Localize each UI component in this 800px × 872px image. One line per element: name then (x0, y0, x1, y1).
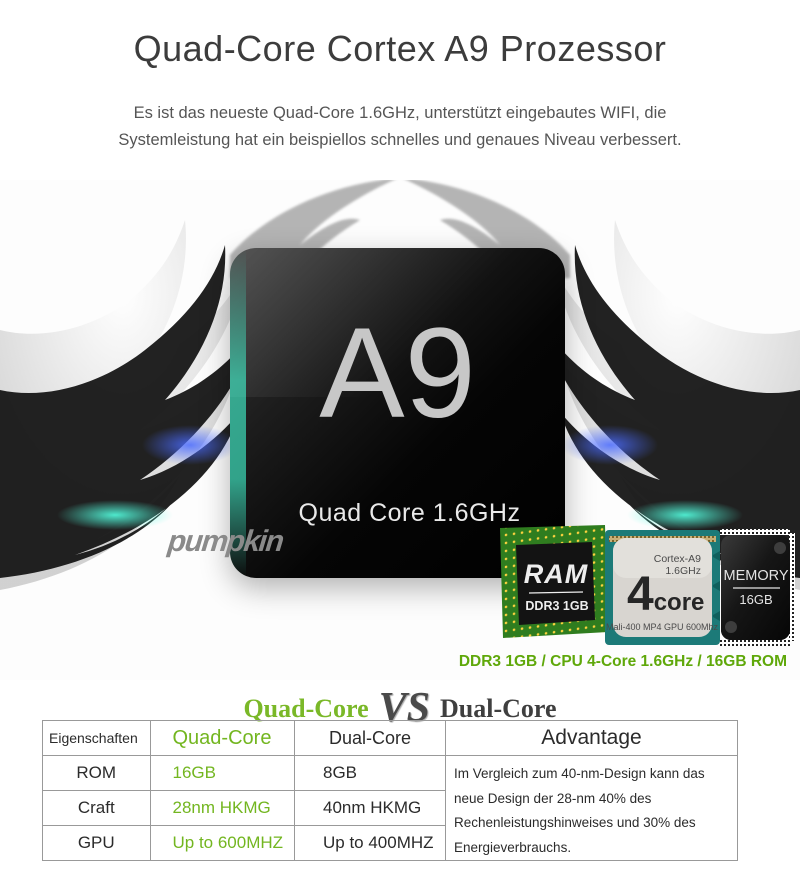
svg-text:1.6GHz: 1.6GHz (665, 565, 701, 577)
svg-text:Mali-400 MP4 GPU 600Mhz: Mali-400 MP4 GPU 600Mhz (606, 622, 719, 632)
svg-text:MEMORY: MEMORY (724, 568, 789, 584)
svg-text:Cortex-A9: Cortex-A9 (654, 553, 701, 565)
svg-text:RAM: RAM (524, 559, 589, 589)
svg-text:16GB: 16GB (739, 592, 772, 607)
svg-text:DDR3 1GB: DDR3 1GB (525, 599, 588, 613)
